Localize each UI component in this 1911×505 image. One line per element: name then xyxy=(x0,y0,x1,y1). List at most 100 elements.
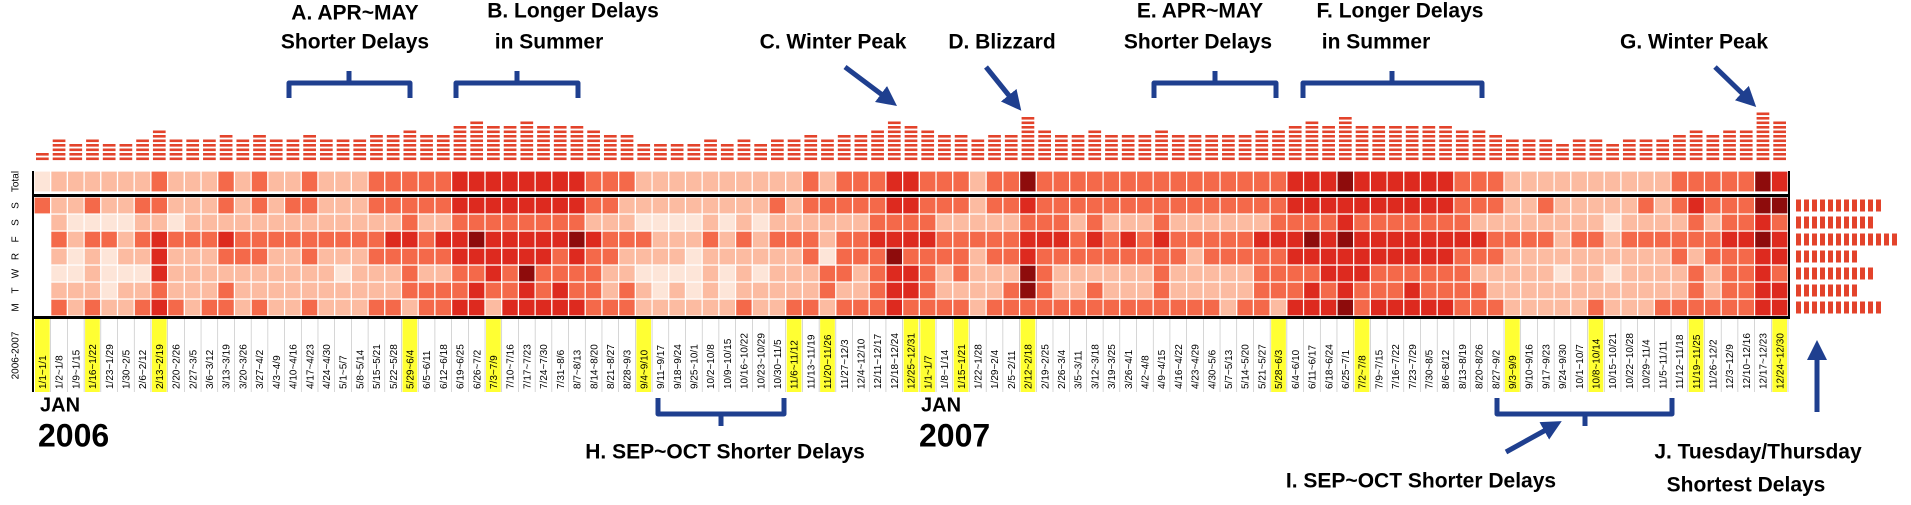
day-cell xyxy=(1085,213,1104,232)
bar-dash xyxy=(186,148,200,152)
bar-dash xyxy=(1836,284,1841,297)
day-cell xyxy=(1620,196,1639,215)
bar-dash xyxy=(1656,157,1670,161)
bar-dash xyxy=(637,144,651,147)
week-bar xyxy=(804,135,818,161)
day-cell xyxy=(250,264,269,283)
day-cell xyxy=(467,213,486,232)
day-cell xyxy=(801,247,820,266)
bar-dash xyxy=(737,153,751,156)
day-cell xyxy=(902,281,920,300)
bar-dash xyxy=(1439,144,1452,147)
day-cell xyxy=(701,247,720,266)
day-cell xyxy=(300,281,319,300)
total-cell xyxy=(1637,170,1655,193)
day-cell xyxy=(484,213,503,232)
day-cell xyxy=(1503,213,1522,232)
week-label: 4/2~4/8 xyxy=(1141,355,1152,389)
week-label: 10/30~11/5 xyxy=(773,339,784,389)
bar-dash xyxy=(670,144,684,147)
bar-dash xyxy=(386,153,400,156)
day-cell xyxy=(1503,298,1522,317)
bar-dash xyxy=(1054,153,1068,156)
day-cell xyxy=(785,196,804,215)
bar-dash xyxy=(1004,144,1018,147)
day-cell xyxy=(618,230,636,249)
year-label: 2007 xyxy=(919,417,990,453)
day-cell xyxy=(1119,264,1138,283)
day-cell xyxy=(785,281,804,300)
week-label: 4/10~4/16 xyxy=(289,344,300,389)
day-cell xyxy=(1302,230,1321,249)
bar-dash xyxy=(971,153,985,156)
bar-dash xyxy=(1673,135,1686,138)
bar-dash xyxy=(737,157,751,161)
bar-dash xyxy=(1876,199,1881,212)
day-cell xyxy=(1119,196,1138,215)
week-bar xyxy=(286,139,300,161)
bar-dash xyxy=(1606,157,1619,161)
bar-dash xyxy=(1238,153,1252,156)
bar-dash xyxy=(1804,233,1809,246)
day-cell xyxy=(517,298,536,317)
day-cell xyxy=(417,281,436,300)
week-label: 10/1~10/7 xyxy=(1575,344,1586,389)
bar-dash xyxy=(921,153,935,156)
bar-dash xyxy=(119,148,133,152)
bar-dash xyxy=(1556,157,1569,161)
day-cell xyxy=(1202,298,1221,317)
week-bar xyxy=(1539,139,1553,161)
day-cell xyxy=(918,213,937,232)
bar-dash xyxy=(403,144,417,147)
day-cell xyxy=(1236,213,1255,232)
total-cell xyxy=(1186,170,1204,193)
day-cell xyxy=(968,196,987,215)
bar-dash xyxy=(1305,157,1319,161)
day-cell xyxy=(434,264,453,283)
bar-dash xyxy=(1188,135,1202,138)
day-cell xyxy=(1319,196,1338,215)
week-bar xyxy=(1171,135,1185,161)
day-cell xyxy=(1703,196,1722,215)
day-cell xyxy=(484,230,503,249)
holiday-highlight xyxy=(1271,319,1286,392)
bar-dash xyxy=(1372,157,1386,161)
day-cell xyxy=(618,213,636,232)
week-bar xyxy=(1656,139,1670,161)
bar-dash xyxy=(587,157,600,161)
holiday-highlight xyxy=(903,319,919,392)
bar-dash xyxy=(787,148,801,152)
day-cell xyxy=(1353,298,1371,317)
bar-dash xyxy=(1222,157,1235,161)
day-cell xyxy=(1052,247,1071,266)
bar-dash xyxy=(1288,148,1302,152)
bar-dash xyxy=(1844,233,1849,246)
week-bar xyxy=(1606,144,1619,161)
day-cell xyxy=(501,230,520,249)
bar-dash xyxy=(1828,199,1833,212)
bar-dash xyxy=(1021,139,1035,143)
week-bar xyxy=(403,130,417,161)
bar-dash xyxy=(1572,148,1586,152)
day-cell xyxy=(1085,230,1104,249)
bracket xyxy=(1151,71,1279,98)
weekday-bar xyxy=(1796,267,1873,280)
day-cell xyxy=(818,230,837,249)
bar-dash xyxy=(1004,157,1018,161)
bar-dash xyxy=(1884,233,1889,246)
week-bar xyxy=(570,126,584,161)
day-cell xyxy=(935,281,954,300)
bar-dash xyxy=(1322,157,1335,161)
day-cell xyxy=(384,230,403,249)
day-cell xyxy=(267,213,286,232)
day-cell xyxy=(985,213,1004,232)
bar-dash xyxy=(1472,153,1486,156)
bar-dash xyxy=(269,144,283,147)
day-cell xyxy=(217,230,236,249)
day-cell xyxy=(133,281,152,300)
day-cell xyxy=(801,196,820,215)
day-cell xyxy=(1453,196,1472,215)
bar-dash xyxy=(1121,135,1135,138)
day-cell xyxy=(116,247,135,266)
day-cell xyxy=(367,230,386,249)
